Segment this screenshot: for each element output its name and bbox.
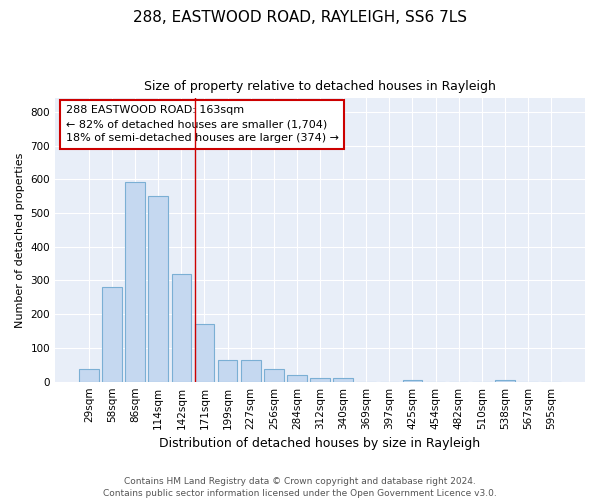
Bar bbox=[148, 196, 168, 382]
Text: 288 EASTWOOD ROAD: 163sqm
← 82% of detached houses are smaller (1,704)
18% of se: 288 EASTWOOD ROAD: 163sqm ← 82% of detac… bbox=[65, 106, 338, 144]
X-axis label: Distribution of detached houses by size in Rayleigh: Distribution of detached houses by size … bbox=[160, 437, 481, 450]
Bar bbox=[172, 274, 191, 382]
Bar bbox=[403, 380, 422, 382]
Text: 288, EASTWOOD ROAD, RAYLEIGH, SS6 7LS: 288, EASTWOOD ROAD, RAYLEIGH, SS6 7LS bbox=[133, 10, 467, 25]
Bar bbox=[218, 360, 238, 382]
Bar bbox=[310, 378, 330, 382]
Text: Contains HM Land Registry data © Crown copyright and database right 2024.
Contai: Contains HM Land Registry data © Crown c… bbox=[103, 476, 497, 498]
Y-axis label: Number of detached properties: Number of detached properties bbox=[15, 152, 25, 328]
Bar bbox=[264, 369, 284, 382]
Bar bbox=[241, 360, 260, 382]
Bar bbox=[125, 182, 145, 382]
Bar bbox=[194, 324, 214, 382]
Bar bbox=[287, 375, 307, 382]
Bar bbox=[495, 380, 515, 382]
Bar bbox=[102, 287, 122, 382]
Bar bbox=[79, 369, 99, 382]
Bar bbox=[334, 378, 353, 382]
Title: Size of property relative to detached houses in Rayleigh: Size of property relative to detached ho… bbox=[144, 80, 496, 93]
